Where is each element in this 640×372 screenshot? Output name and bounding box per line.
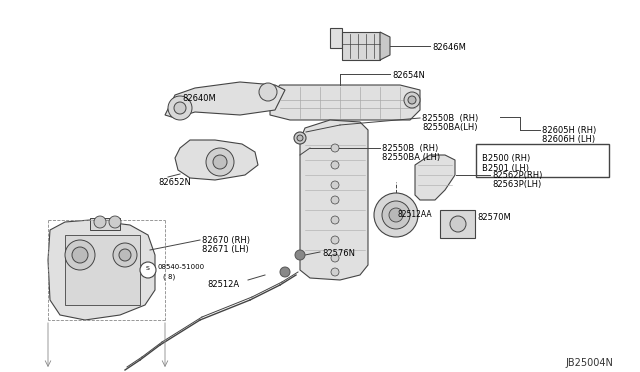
Polygon shape [380, 32, 390, 60]
Circle shape [109, 216, 121, 228]
Polygon shape [270, 85, 420, 120]
Text: ( 8): ( 8) [163, 273, 175, 279]
Text: 08540-51000: 08540-51000 [158, 264, 205, 270]
Circle shape [297, 135, 303, 141]
Text: 82563P(LH): 82563P(LH) [492, 180, 541, 189]
Polygon shape [48, 220, 155, 320]
Text: 82550BA(LH): 82550BA(LH) [422, 123, 477, 132]
Circle shape [168, 96, 192, 120]
Circle shape [331, 196, 339, 204]
Circle shape [113, 243, 137, 267]
Text: 82606H (LH): 82606H (LH) [542, 135, 595, 144]
Polygon shape [165, 82, 285, 118]
Text: 82512AA: 82512AA [398, 210, 433, 219]
Circle shape [280, 267, 290, 277]
Circle shape [72, 247, 88, 263]
Text: B2500 (RH): B2500 (RH) [482, 154, 531, 163]
Text: 82671 (LH): 82671 (LH) [202, 245, 249, 254]
Text: 82576N: 82576N [322, 249, 355, 258]
Circle shape [331, 161, 339, 169]
Text: 82570M: 82570M [477, 213, 511, 222]
Circle shape [94, 216, 106, 228]
Circle shape [331, 181, 339, 189]
Circle shape [374, 193, 418, 237]
Text: B2501 (LH): B2501 (LH) [482, 164, 529, 173]
Circle shape [331, 144, 339, 152]
Circle shape [119, 249, 131, 261]
Text: 82670 (RH): 82670 (RH) [202, 236, 250, 245]
Circle shape [331, 268, 339, 276]
Polygon shape [330, 28, 342, 48]
Text: 82646M: 82646M [432, 43, 466, 52]
Circle shape [389, 208, 403, 222]
Text: 82640M: 82640M [182, 94, 216, 103]
Circle shape [408, 96, 416, 104]
Circle shape [450, 216, 466, 232]
Text: 82550B  (RH): 82550B (RH) [422, 114, 478, 123]
Bar [476, 144, 609, 177]
Text: 82512A: 82512A [208, 280, 240, 289]
Circle shape [140, 262, 156, 278]
Circle shape [295, 250, 305, 260]
Text: 82562P(RH): 82562P(RH) [492, 171, 542, 180]
Text: 82550B  (RH): 82550B (RH) [382, 144, 438, 153]
Text: 82654N: 82654N [392, 71, 425, 80]
Polygon shape [90, 218, 120, 230]
Text: JB25004N: JB25004N [565, 358, 613, 368]
Text: S: S [146, 266, 150, 270]
Circle shape [213, 155, 227, 169]
Circle shape [331, 236, 339, 244]
Polygon shape [65, 235, 140, 305]
Circle shape [382, 201, 410, 229]
Circle shape [331, 254, 339, 262]
Circle shape [174, 102, 186, 114]
Text: 82550BA (LH): 82550BA (LH) [382, 153, 440, 162]
Circle shape [259, 83, 277, 101]
Circle shape [206, 148, 234, 176]
Circle shape [65, 240, 95, 270]
Text: 82605H (RH): 82605H (RH) [542, 126, 596, 135]
Polygon shape [300, 120, 368, 280]
Polygon shape [175, 140, 258, 180]
Polygon shape [415, 155, 455, 200]
Text: 82652N: 82652N [158, 178, 191, 187]
Circle shape [331, 216, 339, 224]
Polygon shape [342, 32, 380, 60]
Circle shape [294, 132, 306, 144]
Circle shape [404, 92, 420, 108]
Bar [440, 210, 475, 238]
